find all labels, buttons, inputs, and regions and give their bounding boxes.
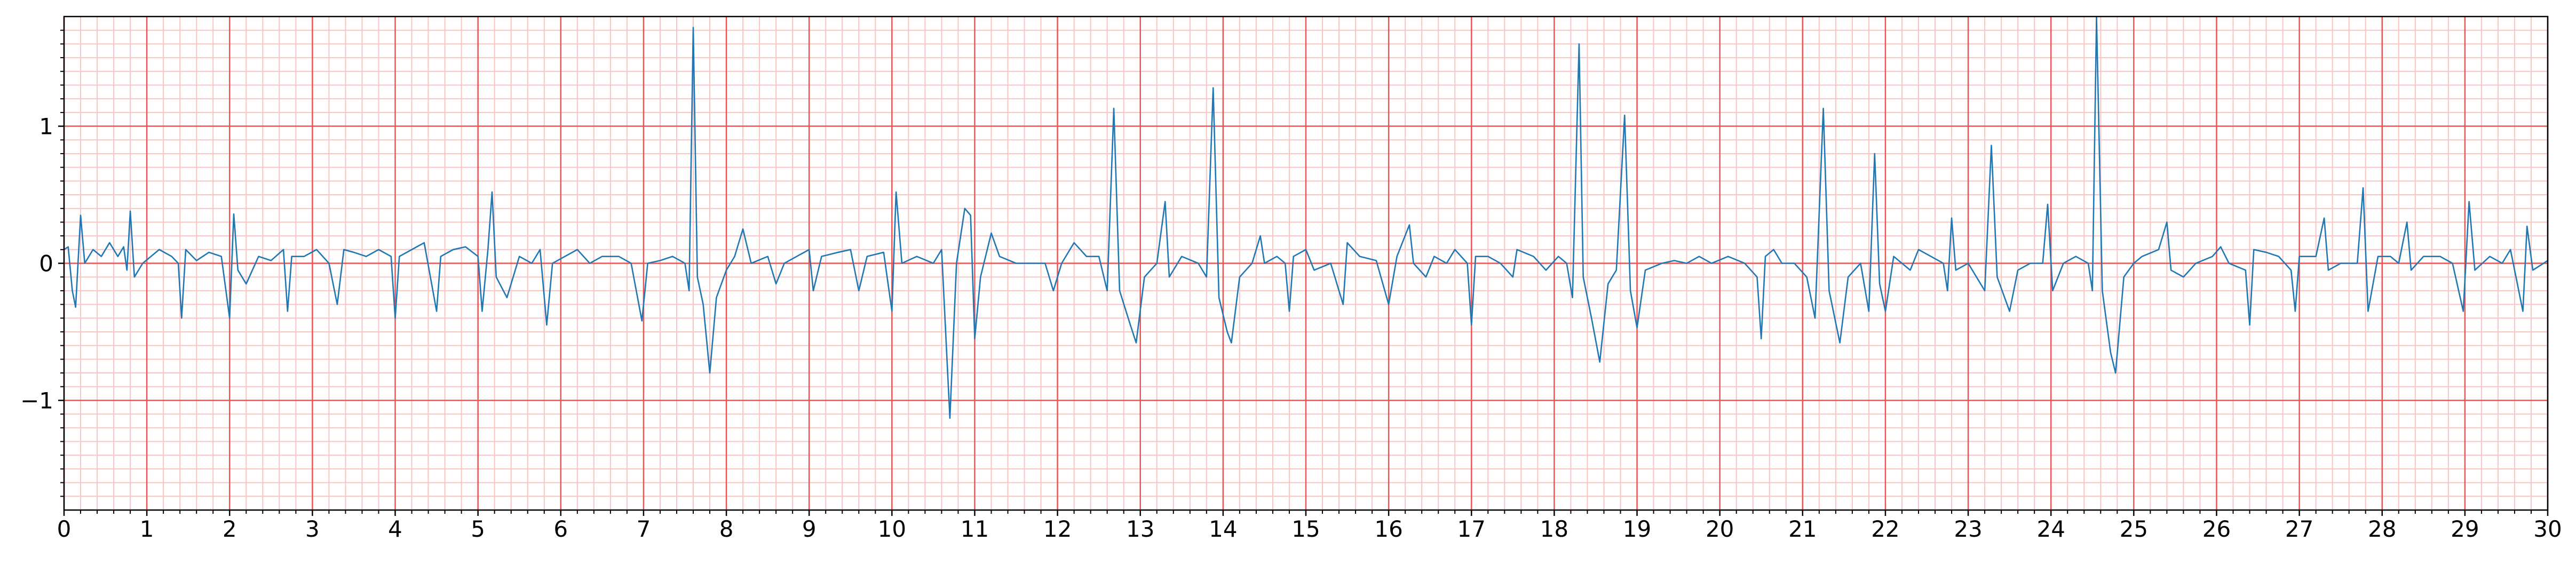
- x-tick-label: 5: [471, 516, 485, 542]
- x-tick-label: 18: [1540, 516, 1568, 542]
- x-tick-label: 6: [553, 516, 568, 542]
- y-tick-label: 0: [39, 251, 53, 277]
- x-tick-label: 20: [1706, 516, 1734, 542]
- x-tick-label: 3: [305, 516, 320, 542]
- x-tick-label: 1: [140, 516, 154, 542]
- x-tick-label: 26: [2202, 516, 2231, 542]
- x-tick-label: 28: [2368, 516, 2396, 542]
- x-tick-label: 13: [1126, 516, 1154, 542]
- x-tick-label: 25: [2120, 516, 2148, 542]
- x-tick-label: 30: [2533, 516, 2562, 542]
- x-tick-label: 9: [802, 516, 817, 542]
- x-tick-label: 24: [2036, 516, 2065, 542]
- x-tick-label: 14: [1209, 516, 1237, 542]
- x-tick-label: 0: [57, 516, 72, 542]
- x-tick-label: 19: [1623, 516, 1651, 542]
- x-tick-label: 2: [223, 516, 237, 542]
- x-tick-label: 23: [1954, 516, 1982, 542]
- y-tick-label: 1: [39, 114, 53, 140]
- y-tick-label: −1: [20, 387, 53, 413]
- x-tick-label: 8: [719, 516, 734, 542]
- plot-frame: [63, 15, 2549, 511]
- x-tick-label: 29: [2451, 516, 2479, 542]
- x-tick-label: 10: [878, 516, 906, 542]
- x-tick-label: 16: [1374, 516, 1402, 542]
- x-tick-label: 4: [388, 516, 402, 542]
- x-tick-label: 22: [1871, 516, 1899, 542]
- x-tick-label: 17: [1457, 516, 1486, 542]
- x-tick-label: 27: [2285, 516, 2313, 542]
- x-tick-label: 7: [637, 516, 651, 542]
- ecg-line: [64, 15, 2548, 419]
- x-tick-label: 21: [1788, 516, 1817, 542]
- x-tick-label: 12: [1043, 516, 1072, 542]
- x-tick-label: 15: [1291, 516, 1320, 542]
- x-tick-label: 11: [961, 516, 989, 542]
